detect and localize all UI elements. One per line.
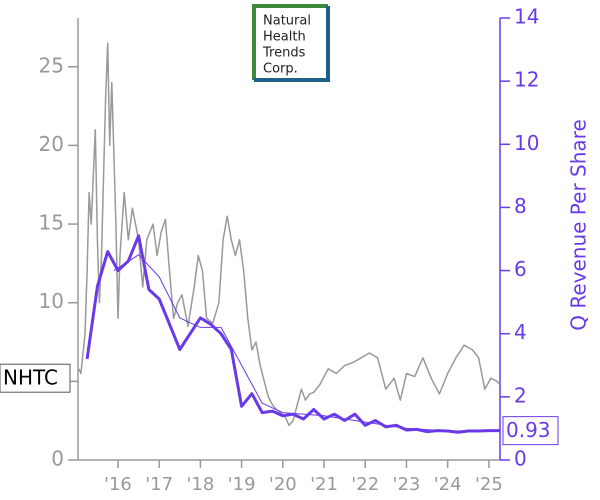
y2-tick-label: 8	[514, 194, 527, 218]
y-tick-label: 20	[39, 132, 64, 156]
series-line	[113, 254, 501, 432]
x-tick-label: '23	[393, 474, 421, 495]
x-tick-label: '17	[145, 474, 173, 495]
annotation: 0.93	[502, 416, 559, 446]
y2-tick-label: 0	[514, 447, 527, 471]
annotation-box	[0, 363, 71, 393]
x-tick-label: '22	[351, 474, 379, 495]
x-tick-label: '19	[228, 474, 256, 495]
annotation-label: NHTC	[3, 366, 58, 390]
y2-tick-label: 14	[514, 5, 539, 29]
y-tick-label: 0	[51, 447, 64, 471]
y-tick-label: 25	[39, 53, 64, 77]
annotation: NHTC	[0, 363, 71, 393]
y2-tick-label: 6	[514, 257, 527, 281]
y2-tick-label: 12	[514, 68, 539, 92]
y-tick-label: 10	[39, 289, 64, 313]
logo-border	[252, 4, 328, 80]
x-tick-label: '25	[475, 474, 503, 495]
y2-tick-label: 2	[514, 383, 527, 407]
series-line	[78, 42, 501, 427]
x-tick-label: '24	[434, 474, 462, 495]
logo-text: Trends	[262, 46, 306, 61]
y2-tick-label: 4	[514, 320, 527, 344]
y2-axis-label: Q Revenue Per Share	[567, 119, 591, 331]
x-tick-label: '16	[104, 474, 132, 495]
x-tick-label: '21	[310, 474, 338, 495]
x-tick-label: '20	[269, 474, 297, 495]
x-tick-label: '18	[186, 474, 214, 495]
logo-text: Health	[263, 30, 306, 45]
series-line	[85, 234, 500, 434]
logo-border	[254, 6, 330, 82]
y2-tick-label: 10	[514, 131, 539, 155]
annotation-box	[502, 416, 559, 446]
logo-box	[254, 6, 328, 80]
logo-text: Corp.	[263, 62, 298, 77]
logo-text: Natural	[263, 14, 311, 29]
y-tick-label: 15	[39, 211, 64, 235]
annotation-label: 0.93	[506, 418, 551, 442]
